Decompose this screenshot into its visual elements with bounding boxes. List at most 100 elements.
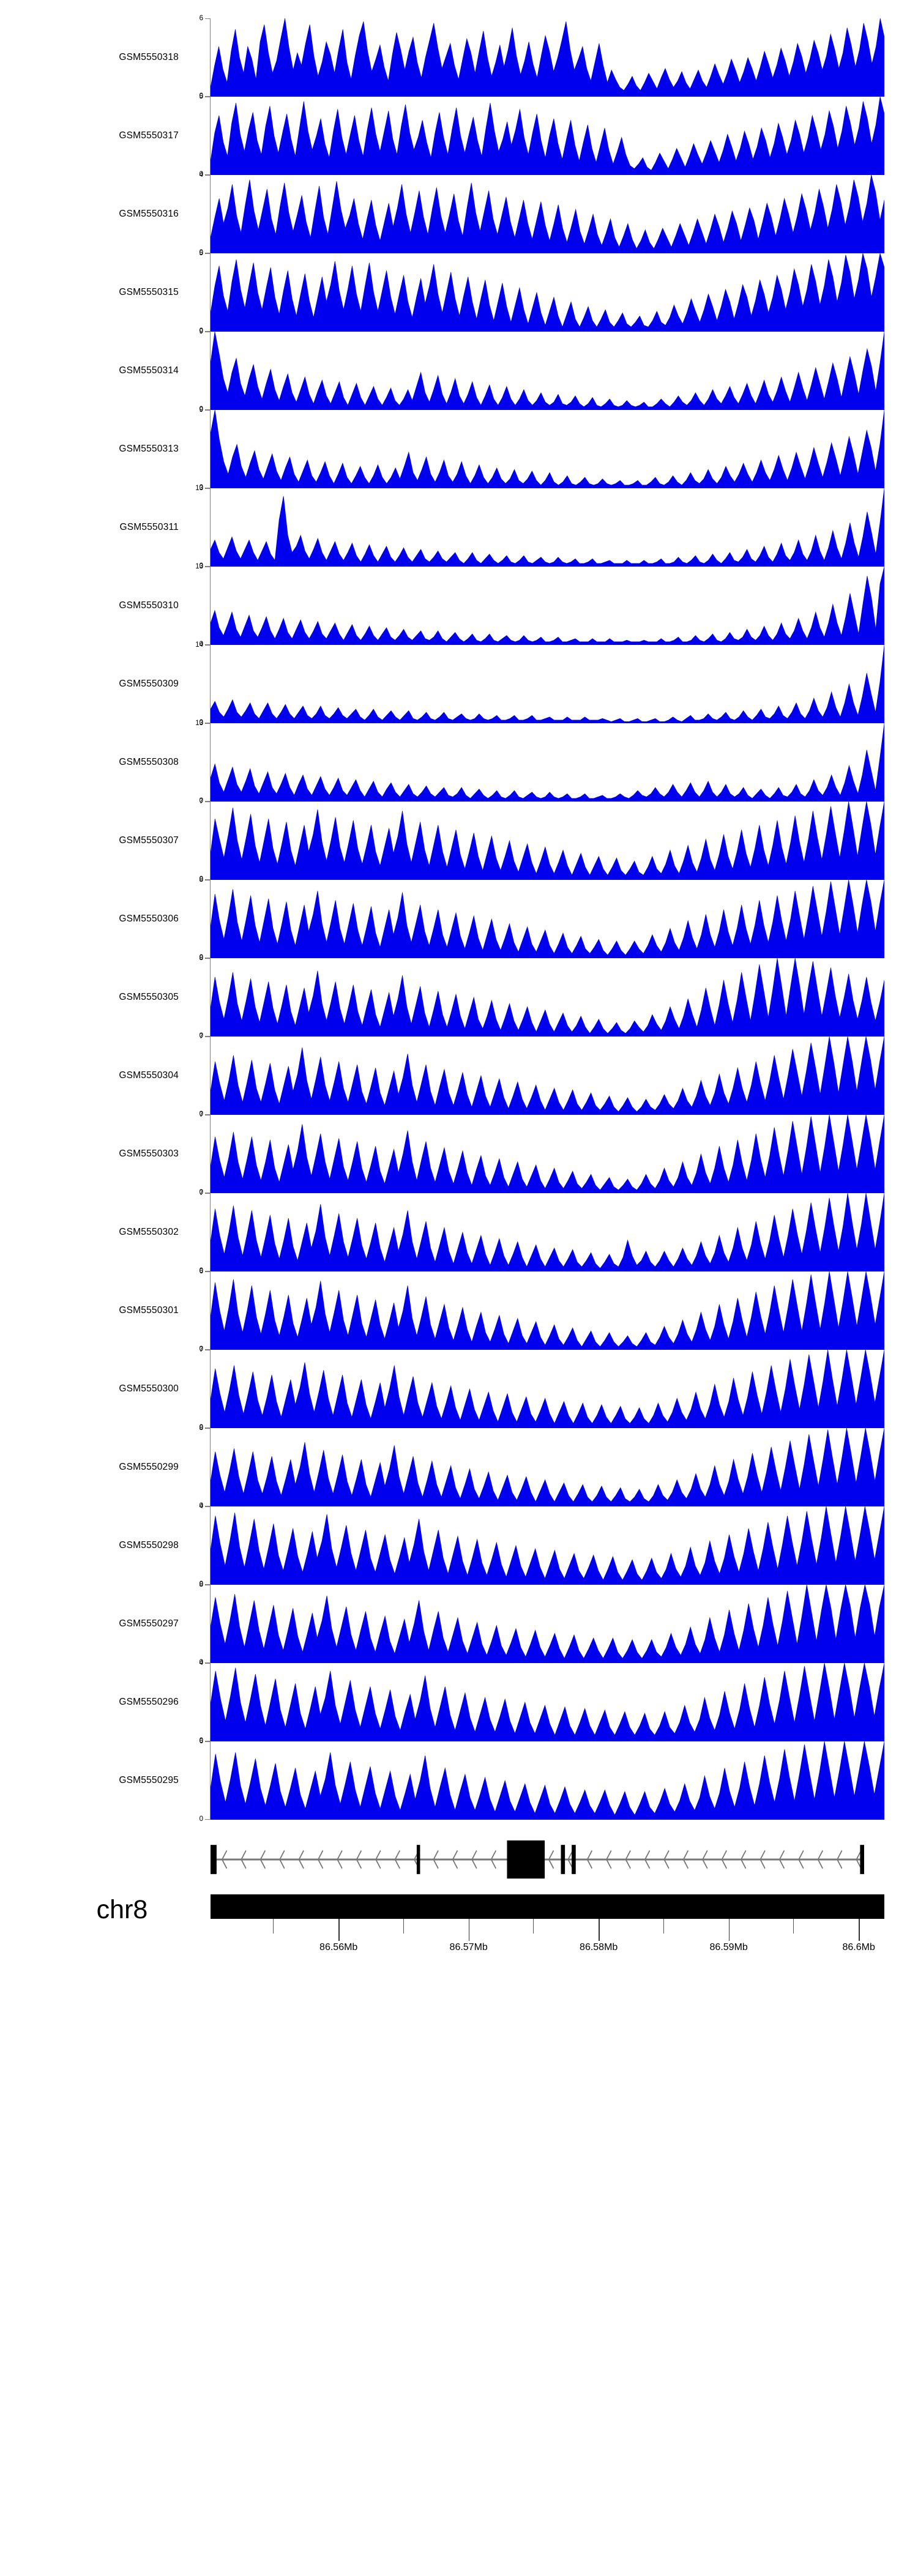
coverage-plot-gsm5550300[interactable]: [211, 1350, 884, 1428]
coverage-area-path: [211, 1741, 884, 1820]
coverage-plot-gsm5550306[interactable]: [211, 880, 884, 958]
track-label-gsm5550295: GSM5550295: [119, 1775, 179, 1785]
track-label-gsm5550299: GSM5550299: [119, 1462, 179, 1472]
strand-arrow-icon: [490, 1850, 496, 1869]
coverage-plot-gsm5550309[interactable]: [211, 645, 884, 723]
coverage-area-svg: [211, 97, 884, 175]
exon-block[interactable]: [416, 1845, 420, 1874]
y-axis-line: [210, 880, 211, 958]
track-y-axis: 13 0: [184, 485, 211, 569]
y-axis-tick-top: [205, 723, 211, 724]
coverage-track[interactable]: GSM5550318 6 0: [34, 15, 884, 99]
strand-arrow-icon: [740, 1850, 747, 1869]
gene-model-plot[interactable]: [211, 1826, 884, 1893]
coverage-plot-gsm5550302[interactable]: [211, 1193, 884, 1271]
coverage-track[interactable]: GSM5550309 14 0: [34, 641, 884, 726]
exon-block[interactable]: [561, 1845, 565, 1874]
coverage-track[interactable]: GSM5550311 13 0: [34, 485, 884, 569]
exon-block[interactable]: [507, 1840, 545, 1879]
coverage-plot-gsm5550307[interactable]: [211, 802, 884, 880]
strand-arrow-icon: [548, 1850, 554, 1869]
coverage-area-path: [211, 488, 884, 567]
track-label-gsm5550303: GSM5550303: [119, 1148, 179, 1159]
y-axis-line: [210, 1428, 211, 1506]
coverage-track[interactable]: GSM5550304 7 0: [34, 1033, 884, 1117]
coverage-plot-gsm5550296[interactable]: [211, 1663, 884, 1741]
strand-arrow-icon: [817, 1850, 823, 1869]
coverage-track[interactable]: GSM5550300 7 0: [34, 1346, 884, 1431]
coverage-area-svg: [211, 802, 884, 880]
coverage-track[interactable]: GSM5550315 5 0: [34, 250, 884, 335]
y-axis-tick-bottom: [205, 1819, 211, 1820]
coverage-area-path: [211, 18, 884, 97]
coverage-track[interactable]: GSM5550307 7 0: [34, 798, 884, 882]
strand-arrow-icon: [567, 1850, 573, 1869]
coverage-plot-gsm5550317[interactable]: [211, 97, 884, 175]
exon-block[interactable]: [211, 1845, 217, 1874]
exon-block[interactable]: [572, 1845, 576, 1874]
y-axis-min-label: 0: [199, 1658, 203, 1666]
y-axis-line: [210, 1350, 211, 1428]
coverage-track[interactable]: GSM5550305 8 0: [34, 955, 884, 1039]
coverage-area-path: [211, 1506, 884, 1585]
axis-minor-tick: [793, 1919, 794, 1934]
y-axis-max-label: 8: [199, 955, 203, 962]
y-axis-max-label: 9: [199, 406, 203, 414]
coverage-plot-gsm5550303[interactable]: [211, 1115, 884, 1193]
coverage-plot-gsm5550318[interactable]: [211, 18, 884, 97]
y-axis-min-label: 0: [199, 327, 203, 335]
coverage-track[interactable]: GSM5550313 9 0: [34, 406, 884, 491]
strand-arrow-icon: [356, 1850, 362, 1869]
strand-arrow-icon: [317, 1850, 324, 1869]
y-axis-tick-top: [205, 645, 211, 646]
y-axis-min-label: 0: [199, 248, 203, 256]
y-axis-line: [210, 1115, 211, 1193]
coverage-track[interactable]: GSM5550310 13 0: [34, 563, 884, 647]
track-label-gsm5550310: GSM5550310: [119, 600, 179, 611]
track-label-gsm5550305: GSM5550305: [119, 992, 179, 1002]
coverage-track[interactable]: GSM5550298 4 0: [34, 1503, 884, 1587]
coverage-track[interactable]: GSM5550306 8 0: [34, 876, 884, 961]
coverage-track[interactable]: GSM5550303 7 0: [34, 1111, 884, 1196]
coverage-plot-gsm5550304[interactable]: [211, 1037, 884, 1115]
coverage-plot-gsm5550308[interactable]: [211, 723, 884, 802]
coverage-track[interactable]: GSM5550295 6 0: [34, 1738, 884, 1822]
y-axis-tick-bottom: [205, 1584, 211, 1585]
coverage-track[interactable]: GSM5550296 4 0: [34, 1659, 884, 1744]
coverage-track[interactable]: GSM5550316 4 0: [34, 171, 884, 256]
coverage-plot-gsm5550297[interactable]: [211, 1585, 884, 1663]
coverage-plot-gsm5550295[interactable]: [211, 1741, 884, 1820]
track-label-gsm5550300: GSM5550300: [119, 1383, 179, 1394]
coverage-plot-gsm5550299[interactable]: [211, 1428, 884, 1506]
strand-arrow-icon: [394, 1850, 400, 1869]
coverage-plot-gsm5550298[interactable]: [211, 1506, 884, 1585]
coverage-plot-gsm5550315[interactable]: [211, 253, 884, 332]
gene-model-track[interactable]: [34, 1826, 884, 1893]
coverage-area-path: [211, 1037, 884, 1115]
coverage-plot-gsm5550301[interactable]: [211, 1271, 884, 1350]
coverage-area-svg: [211, 1663, 884, 1741]
coverage-plot-gsm5550316[interactable]: [211, 175, 884, 253]
coverage-plot-gsm5550310[interactable]: [211, 567, 884, 645]
coverage-area-path: [211, 958, 884, 1037]
y-axis-max-label: 7: [199, 1111, 203, 1119]
coverage-plot-gsm5550313[interactable]: [211, 410, 884, 488]
coverage-track[interactable]: GSM5550301 6 0: [34, 1268, 884, 1352]
track-label-gsm5550317: GSM5550317: [119, 130, 179, 141]
coverage-plot-gsm5550305[interactable]: [211, 958, 884, 1037]
coverage-track[interactable]: GSM5550308 13 0: [34, 720, 884, 804]
track-label-gsm5550313: GSM5550313: [119, 444, 179, 454]
coverage-plot-gsm5550314[interactable]: [211, 332, 884, 410]
coverage-track[interactable]: GSM5550297 8 0: [34, 1581, 884, 1666]
coverage-track[interactable]: GSM5550314 9 0: [34, 328, 884, 412]
coverage-plot-gsm5550311[interactable]: [211, 488, 884, 567]
exon-block[interactable]: [860, 1845, 864, 1874]
coverage-track[interactable]: GSM5550299 8 0: [34, 1424, 884, 1509]
coverage-track[interactable]: GSM5550317 5 0: [34, 93, 884, 177]
coverage-track[interactable]: GSM5550302 7 0: [34, 1189, 884, 1274]
